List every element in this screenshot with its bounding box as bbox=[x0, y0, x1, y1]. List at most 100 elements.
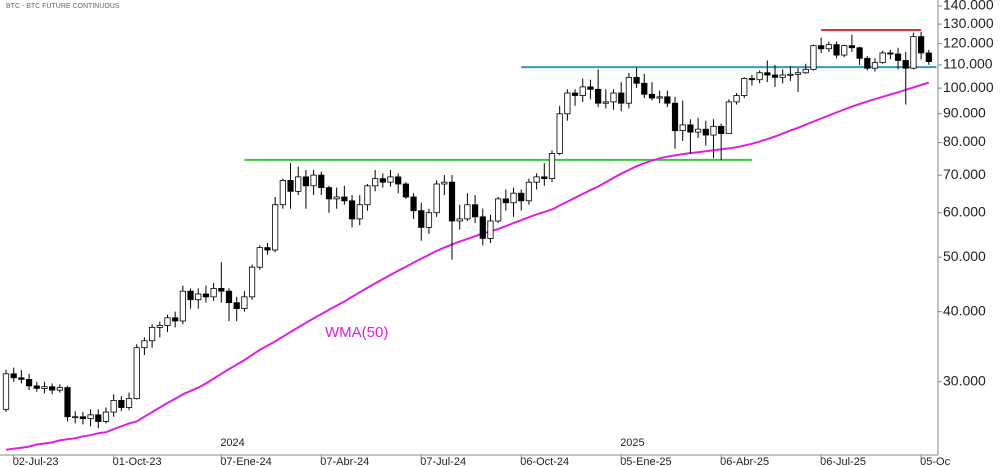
candle-body bbox=[695, 128, 702, 133]
candle-body bbox=[202, 293, 210, 298]
candle-body bbox=[718, 125, 725, 134]
candle-body bbox=[433, 183, 440, 214]
year-label: 2025 bbox=[620, 437, 644, 449]
candle-body bbox=[448, 181, 456, 222]
y-tick-label: 60.000 bbox=[943, 203, 986, 219]
candle-body bbox=[741, 78, 748, 96]
candle-body bbox=[818, 45, 825, 50]
candle-body bbox=[771, 74, 779, 78]
candle-body bbox=[87, 414, 94, 420]
y-tick-label: 120.000 bbox=[943, 34, 994, 50]
candle-body bbox=[456, 218, 463, 222]
candle-body bbox=[641, 82, 648, 95]
x-tick-label: 07-Jul-24 bbox=[420, 456, 466, 467]
candle-body bbox=[518, 192, 525, 202]
candle-body bbox=[541, 176, 548, 180]
candle-body bbox=[848, 45, 856, 49]
year-label: 2024 bbox=[220, 437, 244, 449]
candle-body bbox=[687, 124, 694, 133]
candle-body bbox=[395, 176, 402, 185]
candle-body bbox=[118, 399, 125, 408]
candle-body bbox=[264, 247, 271, 251]
candle-body bbox=[833, 44, 840, 56]
candle-body bbox=[702, 128, 709, 136]
x-tick-label: 06-Oct-24 bbox=[520, 456, 569, 467]
x-tick-label: 07-Ene-24 bbox=[220, 456, 271, 467]
candle-body bbox=[648, 93, 656, 99]
candle-body bbox=[887, 52, 894, 55]
candle-body bbox=[225, 290, 233, 304]
y-tick-label: 140.000 bbox=[943, 0, 994, 13]
candle-body bbox=[110, 399, 117, 413]
candle-body bbox=[756, 72, 763, 81]
candle-body bbox=[387, 176, 394, 183]
y-tick-label: 80.000 bbox=[943, 133, 986, 149]
candle-body bbox=[310, 174, 317, 187]
candle-body bbox=[725, 101, 732, 134]
candle-body bbox=[79, 416, 86, 420]
candle-body bbox=[479, 216, 486, 239]
candle-body bbox=[72, 416, 79, 419]
candle-body bbox=[256, 247, 263, 268]
wma-line bbox=[5, 81, 930, 451]
candle-body bbox=[333, 196, 340, 200]
candle-body bbox=[825, 44, 832, 50]
candle-body bbox=[302, 176, 310, 187]
candle-body bbox=[794, 72, 802, 75]
candle-body bbox=[525, 181, 533, 202]
candle-body bbox=[656, 96, 663, 99]
y-tick-label: 50.000 bbox=[943, 248, 986, 264]
candle-body bbox=[133, 347, 140, 400]
candle-body bbox=[10, 373, 17, 379]
candle-body bbox=[64, 387, 71, 418]
candle-body bbox=[556, 113, 563, 154]
candle-body bbox=[295, 176, 302, 192]
candle-body bbox=[248, 266, 256, 298]
y-tick-label: 100.000 bbox=[943, 79, 994, 95]
candle-body bbox=[633, 76, 640, 84]
candle-body bbox=[879, 52, 886, 64]
candle-body bbox=[318, 174, 325, 189]
candle-body bbox=[595, 88, 602, 104]
candle-body bbox=[156, 325, 163, 328]
candle-body bbox=[748, 78, 756, 81]
x-tick-label: 07-Abr-24 bbox=[320, 456, 369, 467]
candle-body bbox=[810, 45, 817, 70]
candle-body bbox=[95, 414, 102, 422]
x-tick-label: 06-Abr-25 bbox=[720, 456, 769, 467]
candle-body bbox=[571, 92, 579, 96]
candle-body bbox=[618, 92, 625, 104]
candle-body bbox=[579, 86, 586, 96]
candle-body bbox=[418, 210, 425, 228]
candle-body bbox=[787, 73, 794, 76]
candle-body bbox=[164, 317, 171, 326]
candle-body bbox=[902, 60, 909, 69]
candle-body bbox=[602, 101, 609, 104]
candle-body bbox=[625, 76, 632, 104]
candle-body bbox=[464, 204, 471, 220]
candle-body bbox=[233, 302, 240, 310]
candle-body bbox=[141, 340, 148, 349]
candle-body bbox=[894, 53, 902, 61]
y-tick-label: 130.000 bbox=[943, 15, 994, 31]
y-tick-label: 70.000 bbox=[943, 166, 986, 182]
candle-body bbox=[471, 204, 479, 218]
candle-body bbox=[187, 290, 194, 301]
candle-body bbox=[679, 124, 686, 132]
candle-body bbox=[341, 196, 348, 202]
candle-body bbox=[279, 180, 286, 206]
candle-body bbox=[49, 386, 56, 391]
candle-body bbox=[195, 293, 202, 301]
candle-body bbox=[564, 92, 571, 115]
candle-body bbox=[2, 373, 10, 410]
candle-body bbox=[33, 385, 40, 389]
chart-title: BTC - BTC FUTURE CONTINUOUS bbox=[6, 3, 120, 10]
candle-body bbox=[533, 176, 540, 183]
candle-body bbox=[410, 196, 417, 212]
candle-body bbox=[764, 72, 771, 76]
candle-body bbox=[56, 387, 63, 391]
candle-body bbox=[179, 290, 186, 322]
candle-body bbox=[125, 398, 133, 408]
candle-body bbox=[487, 220, 494, 239]
